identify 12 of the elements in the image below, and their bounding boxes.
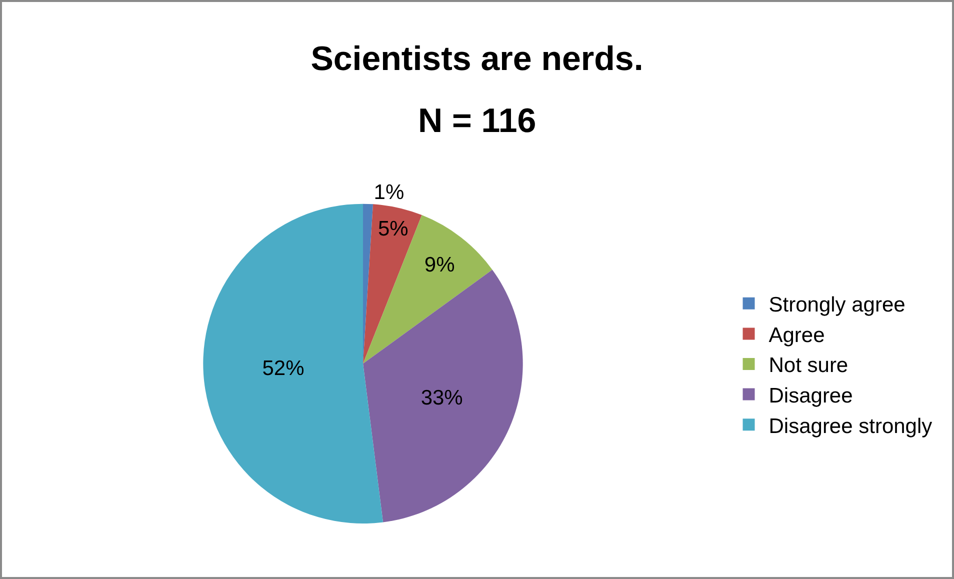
legend-label: Not sure: [768, 354, 848, 378]
legend-label: Disagree: [768, 384, 853, 408]
chart-subtitle: N = 116: [418, 102, 536, 140]
data-label: 52%: [262, 357, 304, 380]
data-label: 9%: [424, 253, 455, 276]
legend-label: Disagree strongly: [768, 414, 933, 438]
chart-title: Scientists are nerds.: [310, 40, 644, 78]
legend-label: Agree: [768, 324, 825, 347]
legend-label: Strongly agree: [768, 294, 906, 317]
data-label: 5%: [378, 217, 408, 240]
data-label: 33%: [420, 386, 463, 410]
data-label: 1%: [374, 180, 404, 204]
